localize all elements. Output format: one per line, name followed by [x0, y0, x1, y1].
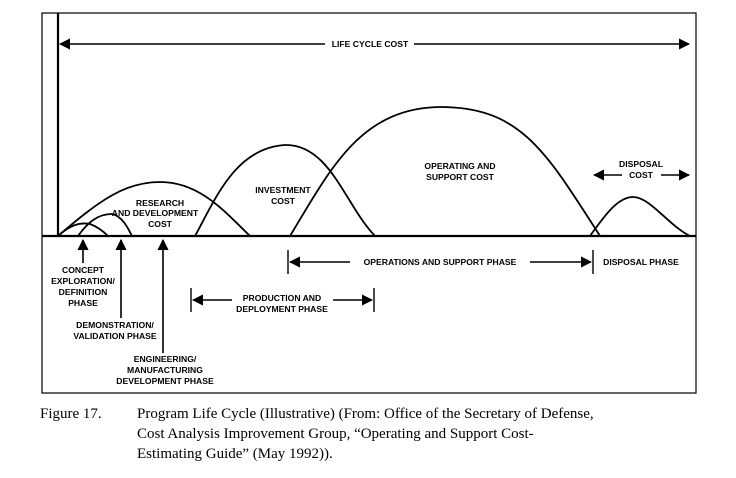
- research-cost-label-1: RESEARCH: [136, 198, 184, 208]
- concept-phase-label-3: DEFINITION: [59, 287, 108, 297]
- diagram-frame: [41, 12, 697, 394]
- life-cycle-cost-label: LIFE CYCLE COST: [332, 39, 409, 49]
- disposal-phase-label: DISPOSAL PHASE: [603, 257, 679, 267]
- demonstration-phase-label-1: DEMONSTRATION/: [76, 320, 154, 330]
- demonstration-phase-label-2: VALIDATION PHASE: [73, 331, 157, 341]
- operations-support-phase-label: OPERATIONS AND SUPPORT PHASE: [364, 257, 517, 267]
- production-phase-label-2: DEPLOYMENT PHASE: [236, 304, 328, 314]
- operating-support-cost-curve: [289, 106, 601, 237]
- disposal-cost-label-1: DISPOSAL: [619, 159, 663, 169]
- research-cost-label-2: AND DEVELOPMENT: [112, 208, 199, 218]
- engineering-phase-label-2: MANUFACTURING: [127, 365, 203, 375]
- investment-cost-curve: [194, 144, 376, 237]
- operating-cost-label-2: SUPPORT COST: [426, 172, 495, 182]
- engineering-phase-label-1: ENGINEERING/: [134, 354, 197, 364]
- caption-line-1: Program Life Cycle (Illustrative) (From:…: [137, 406, 594, 422]
- operating-cost-label-1: OPERATING AND: [424, 161, 495, 171]
- figure-caption-text: Program Life Cycle (Illustrative) (From:…: [137, 404, 717, 464]
- investment-cost-label-2: COST: [271, 196, 296, 206]
- disposal-cost-label-2: COST: [629, 170, 654, 180]
- disposal-cost-curve: [589, 196, 691, 237]
- caption-line-2: Cost Analysis Improvement Group, “Operat…: [137, 426, 534, 442]
- research-cost-label-3: COST: [148, 219, 173, 229]
- engineering-phase-label-3: DEVELOPMENT PHASE: [116, 376, 214, 386]
- concept-phase-label-4: PHASE: [68, 298, 98, 308]
- concept-phase-label-1: CONCEPT: [62, 265, 105, 275]
- investment-cost-label-1: INVESTMENT: [255, 185, 311, 195]
- research-development-cost-curve: [57, 181, 251, 237]
- production-phase-label-1: PRODUCTION AND: [243, 293, 321, 303]
- concept-phase-label-2: EXPLORATION/: [51, 276, 115, 286]
- caption-line-3: Estimating Guide” (May 1992)).: [137, 446, 333, 462]
- demonstration-cost-curve: [77, 213, 133, 237]
- figure-number: Figure 17.: [40, 406, 102, 422]
